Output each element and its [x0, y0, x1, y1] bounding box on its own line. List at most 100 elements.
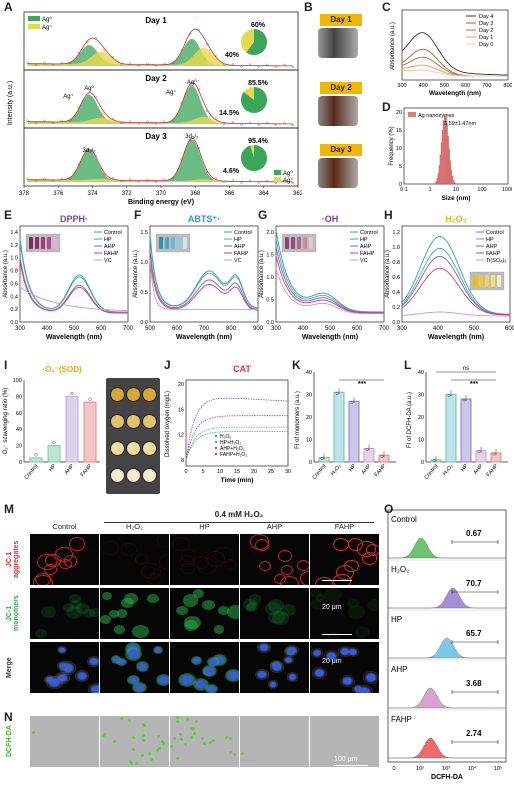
cell	[152, 645, 164, 655]
data-point	[223, 181, 226, 184]
eh-legend-0-4: VC	[104, 258, 112, 264]
well	[126, 387, 141, 402]
cell	[264, 601, 282, 615]
data-point	[34, 179, 38, 182]
legend-ag0-swatch	[28, 16, 40, 21]
o-frame	[387, 509, 507, 763]
micro-0-3	[240, 534, 309, 585]
cell	[277, 550, 293, 563]
data-point	[231, 63, 235, 66]
label-M: M	[4, 502, 14, 516]
j-legend-swatch-2	[214, 446, 218, 450]
j-xtick-3: 15	[234, 469, 240, 475]
data-point	[214, 117, 217, 120]
eh-xtick: 500	[325, 326, 336, 332]
green-dot	[128, 719, 132, 723]
data-point	[206, 170, 209, 174]
eh-title-1: ABTS⁺·	[188, 214, 220, 224]
cell	[267, 680, 279, 689]
panel-a-ylabel: Intensity (a.u.)	[7, 81, 14, 125]
cell	[213, 625, 224, 634]
green-dot	[189, 735, 193, 739]
eh-legend-1-1: HP	[234, 237, 242, 243]
eh-xtick: 600	[172, 326, 183, 332]
cell	[132, 681, 147, 693]
pie-pct-agplus-1: 14.5%	[219, 110, 240, 117]
tube	[183, 237, 187, 249]
a-xtick-label-0: 378	[19, 191, 30, 197]
data-point	[206, 43, 209, 46]
cell	[176, 605, 189, 616]
l-dot	[492, 452, 496, 456]
cell	[74, 670, 90, 682]
data-point	[43, 61, 46, 64]
d-xtick-2: 10	[453, 187, 459, 193]
fit-line-0	[27, 28, 293, 67]
i-xtick-3: FAHP	[80, 463, 94, 478]
data-point	[266, 63, 269, 66]
eh-line-0-4	[19, 286, 129, 312]
o-xtick-2: 10³	[442, 766, 450, 772]
data-point	[163, 178, 166, 181]
green-dot	[212, 738, 216, 742]
d-ylabel: Frequency (%)	[389, 126, 395, 165]
tube	[159, 237, 163, 249]
data-point	[34, 121, 38, 124]
data-point	[189, 83, 192, 87]
well	[142, 387, 157, 402]
d-xtick-1: 1	[428, 187, 431, 193]
data-point	[274, 65, 277, 68]
l-bar-1	[445, 394, 457, 463]
i-ytick-2: 40	[16, 427, 22, 433]
eh-xtick: 700	[123, 326, 134, 332]
pie-ag0-0	[246, 29, 268, 55]
eh-frame-1	[149, 225, 259, 323]
panel-o-flow-cytometry: Control 0.67 H₂O₂ 70.7 HP 65.7 AHP 3.68 FAHP 2.74…	[387, 509, 507, 781]
eh-legend-3-3: FAHP	[486, 251, 501, 257]
cell	[327, 631, 338, 639]
cell	[87, 656, 99, 668]
j-xtick-4: 20	[251, 469, 257, 475]
i-dot	[70, 391, 74, 395]
data-point	[206, 109, 209, 112]
j-xtick-2: 10	[217, 469, 223, 475]
label-F: F	[134, 208, 142, 222]
data-point	[137, 180, 140, 183]
data-point	[171, 62, 175, 65]
tube	[497, 275, 501, 287]
k-bar-2	[348, 400, 360, 463]
cell	[202, 600, 215, 611]
green-dot	[170, 744, 174, 748]
eh-ytick: 1.4	[10, 230, 18, 236]
j-legend-swatch-0	[214, 434, 218, 438]
eh-legend-2-2: AHP	[360, 244, 372, 250]
cell	[89, 607, 99, 618]
cell	[183, 615, 201, 630]
well	[142, 441, 157, 456]
scale-20um-a: 20 μm	[322, 658, 342, 665]
j-legend-0: H₂O₂	[220, 434, 231, 440]
cell	[125, 647, 143, 662]
eh-legend-2-1: HP	[360, 237, 368, 243]
data-point	[129, 120, 132, 123]
cell	[83, 608, 95, 619]
cell	[324, 588, 343, 603]
eh-xtick: 700	[199, 326, 210, 332]
micro-1-1	[100, 588, 169, 639]
eh-line-0-1	[19, 241, 128, 313]
data-point	[291, 65, 294, 69]
i-xtick-1: HP	[48, 463, 58, 473]
tube	[165, 237, 169, 249]
legend2-agplus-text: Ag⁺	[283, 177, 294, 184]
eh-ytick: 1.2	[392, 230, 400, 236]
cell	[171, 536, 190, 552]
a-xtick-label-6: 366	[224, 191, 235, 197]
c-line-0	[401, 32, 508, 76]
k-dot	[320, 457, 324, 460]
green-dot	[176, 720, 180, 724]
data-point	[26, 119, 29, 122]
l-ytick-1: 10	[418, 438, 424, 444]
data-point	[129, 178, 132, 181]
o-value-4: 2.74	[466, 729, 482, 738]
o-xlabel: DCFH-DA	[431, 774, 463, 781]
